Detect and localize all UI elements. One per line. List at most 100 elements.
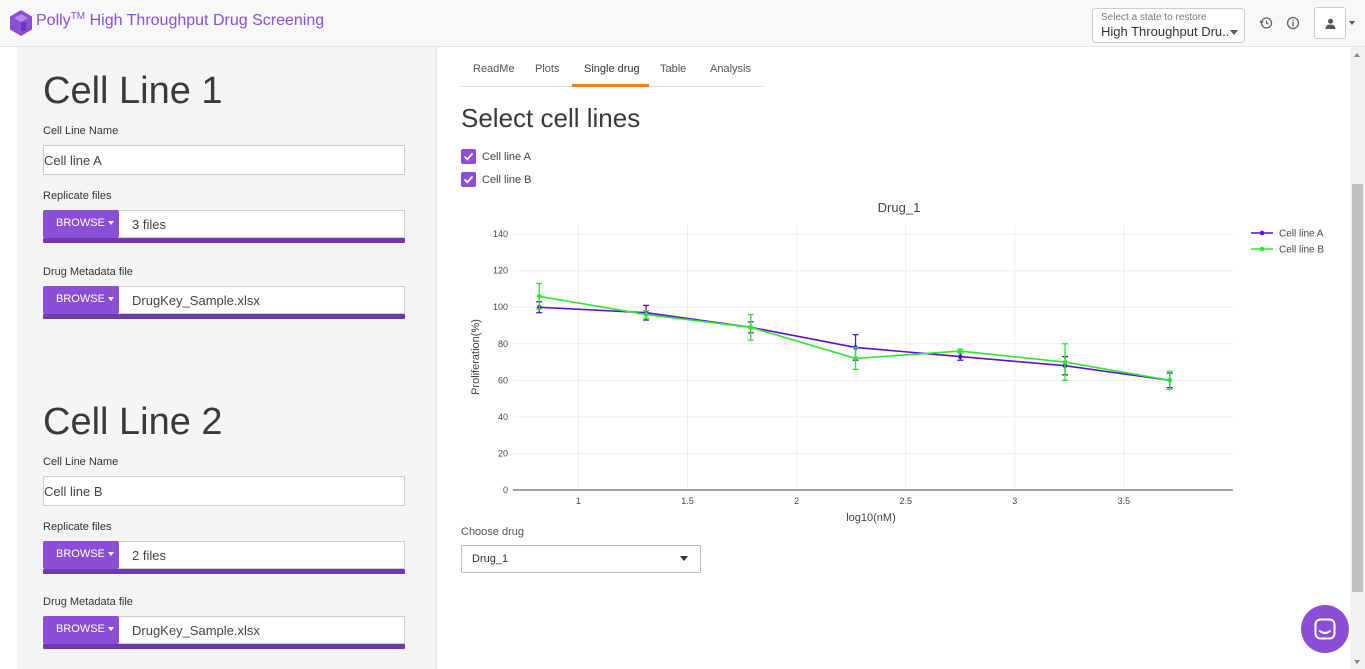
cell-line-1-replicate-upload: BROWSE 3 files: [43, 210, 405, 244]
restore-state-value: High Throughput Dru...: [1101, 24, 1229, 39]
checkbox-label-cell-line-b: Cell line B: [482, 174, 532, 186]
upload-progress-bar: [43, 569, 405, 574]
cell-line-1-name-label: Cell Line Name: [43, 125, 119, 137]
info-icon[interactable]: [1286, 16, 1300, 30]
caret-down-icon: [107, 552, 114, 557]
cell-line-2-title: Cell Line 2: [43, 401, 223, 443]
cell-line-2-replicate-label: Replicate files: [43, 521, 112, 533]
user-menu-button[interactable]: [1314, 7, 1346, 39]
cell-line-1-metadata-upload: BROWSE DrugKey_Sample.xlsx: [43, 286, 405, 320]
metadata-file-value-1: DrugKey_Sample.xlsx: [119, 286, 405, 314]
chevron-down-icon: [680, 556, 688, 561]
chevron-down-icon[interactable]: [1349, 21, 1355, 25]
legend-label: Cell line A: [1279, 229, 1324, 240]
x-tick-label: 3.5: [1118, 496, 1131, 506]
top-navbar: PollyTM High Throughput Drug Screening S…: [0, 0, 1365, 47]
data-point: [643, 312, 649, 317]
check-icon: [463, 175, 474, 184]
sidebar-panel: Cell Line 1 Cell Line Name Cell line A R…: [17, 47, 437, 669]
user-icon: [1325, 18, 1336, 29]
page-title: Select cell lines: [461, 103, 641, 133]
brand-name: Polly: [36, 12, 71, 29]
browse-label: BROWSE: [56, 623, 105, 635]
browse-label: BROWSE: [56, 548, 105, 560]
trademark-mark: TM: [70, 11, 86, 22]
dose-response-chart[interactable]: 1 1.5 2 2.5 3 3.5 0 20 40 60 80 100 120 140 Drug_1 log1…: [461, 195, 1341, 525]
check-icon: [463, 152, 474, 161]
upload-progress-bar: [43, 644, 405, 649]
checkbox-cell-line-a[interactable]: [461, 149, 476, 164]
cell-line-1-title: Cell Line 1: [43, 70, 223, 112]
checkbox-label-cell-line-a: Cell line A: [482, 151, 531, 163]
browse-label: BROWSE: [56, 217, 105, 229]
caret-down-icon: [107, 627, 114, 632]
cell-line-2-replicate-upload: BROWSE 2 files: [43, 541, 405, 575]
tab-table[interactable]: Table: [660, 63, 687, 75]
browse-label: BROWSE: [56, 293, 105, 305]
drug-select[interactable]: Drug_1: [461, 545, 701, 573]
caret-down-icon: [107, 221, 114, 226]
cell-line-1-replicate-label: Replicate files: [43, 190, 112, 202]
browse-metadata-button-2[interactable]: BROWSE: [43, 616, 119, 644]
y-tick-label: 120: [493, 266, 508, 276]
cell-line-1-name-input[interactable]: Cell line A: [43, 145, 405, 175]
logo-icon: [10, 10, 32, 36]
chevron-down-icon: [1230, 30, 1238, 35]
y-tick-label: 80: [498, 339, 508, 349]
y-tick-label: 140: [493, 229, 508, 239]
x-axis-label: log10(nM): [846, 512, 896, 524]
browse-replicate-button-1[interactable]: BROWSE: [43, 210, 119, 238]
app-name: High Throughput Drug Screening: [89, 12, 325, 29]
cell-line-1-metadata-label: Drug Metadata file: [43, 266, 133, 278]
chart-title: Drug_1: [878, 200, 921, 215]
scroll-down-icon[interactable]: [1354, 660, 1360, 664]
x-tick-label: 3: [1012, 496, 1017, 506]
y-tick-label: 40: [498, 412, 508, 422]
y-axis-label: Proliferation(%): [470, 319, 482, 395]
data-point: [957, 348, 963, 354]
tab-readme[interactable]: ReadMe: [473, 63, 515, 75]
x-tick-label: 1: [576, 496, 581, 506]
cell-line-2-name-input[interactable]: Cell line B: [43, 476, 405, 506]
scroll-up-icon[interactable]: [1354, 53, 1360, 57]
upload-progress-bar: [43, 314, 405, 319]
data-point: [536, 293, 542, 299]
legend-marker: [1259, 230, 1265, 236]
tab-plots[interactable]: Plots: [535, 63, 560, 75]
legend-marker: [1259, 246, 1265, 252]
metadata-file-value-2: DrugKey_Sample.xlsx: [119, 616, 405, 644]
y-tick-label: 100: [493, 302, 508, 312]
data-point: [1167, 378, 1173, 383]
tab-analysis[interactable]: Analysis: [710, 63, 751, 75]
cell-line-2-metadata-label: Drug Metadata file: [43, 596, 133, 608]
replicate-files-value-1: 3 files: [119, 210, 405, 238]
replicate-files-value-2: 2 files: [119, 541, 405, 569]
chat-icon: [1314, 618, 1336, 640]
x-tick-label: 2: [794, 496, 799, 506]
cell-line-2-name-label: Cell Line Name: [43, 456, 119, 468]
data-point: [957, 354, 963, 359]
checkbox-cell-line-b[interactable]: [461, 172, 476, 187]
restore-state-select[interactable]: Select a state to restore High Throughpu…: [1092, 8, 1245, 43]
browse-metadata-button-1[interactable]: BROWSE: [43, 286, 119, 314]
browse-replicate-button-2[interactable]: BROWSE: [43, 541, 119, 569]
y-tick-label: 20: [498, 448, 508, 458]
caret-down-icon: [107, 297, 114, 302]
legend-label: Cell line B: [1279, 245, 1324, 256]
tab-single-drug[interactable]: Single drug: [584, 63, 640, 75]
history-icon[interactable]: [1259, 16, 1273, 30]
drug-select-value: Drug_1: [472, 553, 509, 565]
chat-launcher-button[interactable]: [1301, 605, 1349, 653]
y-tick-label: 60: [498, 375, 508, 385]
scrollbar-thumb[interactable]: [1352, 184, 1363, 592]
data-point: [1062, 359, 1068, 365]
active-tab-indicator: [572, 84, 649, 87]
app-title: PollyTM High Throughput Drug Screening: [36, 11, 325, 30]
data-point: [748, 325, 754, 330]
cell-line-2-metadata-upload: BROWSE DrugKey_Sample.xlsx: [43, 616, 405, 650]
restore-state-label: Select a state to restore: [1101, 12, 1207, 23]
data-point: [853, 356, 858, 361]
main-tabs: ReadMe Plots Single drug Table Analysis: [461, 54, 763, 87]
choose-drug-label: Choose drug: [461, 526, 524, 538]
x-tick-label: 2.5: [899, 496, 912, 506]
